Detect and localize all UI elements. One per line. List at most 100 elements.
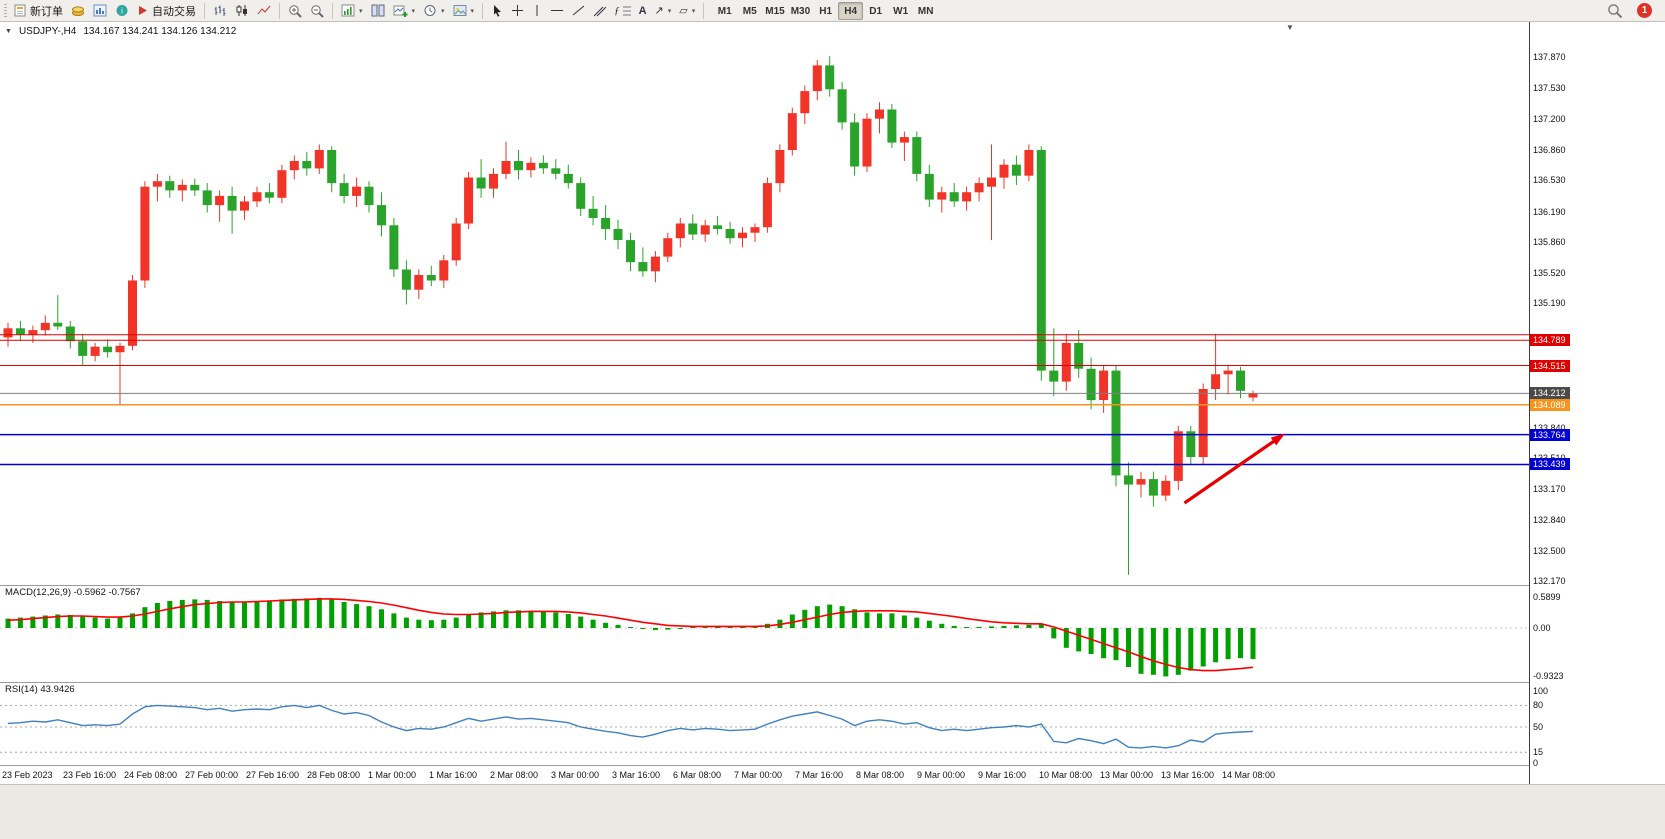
macd-indicator-label: MACD(12,26,9) -0.5962 -0.7567 <box>5 587 141 598</box>
timeframe-h1-button[interactable]: H1 <box>819 5 833 17</box>
chart-ohlc-values: 134.167 134.241 134.126 134.212 <box>83 26 237 37</box>
timeframe-w1-button[interactable]: W1 <box>893 5 909 17</box>
new-order-button[interactable]: 新订单 <box>10 1 67 21</box>
periods-button[interactable]: ▾ <box>419 1 449 21</box>
timeframe-d1-button[interactable]: D1 <box>869 5 883 17</box>
horizontal-line-icon <box>551 10 564 11</box>
dropdown-caret-icon: ▾ <box>359 7 363 15</box>
time-axis-separator <box>0 765 1569 766</box>
help-button[interactable]: i <box>111 1 133 21</box>
time-axis[interactable]: 23 Feb 2023 23 Feb 16:00 24 Feb 08:00 27 Fe… <box>0 766 1529 784</box>
fibonacci-button[interactable]: ƒ <box>610 1 635 21</box>
price-tick: 136.530 <box>1533 175 1566 186</box>
candlestick-chart-button[interactable] <box>231 1 253 21</box>
macd-signal-line <box>7 598 1254 672</box>
time-tick: 6 Mar 08:00 <box>673 770 722 780</box>
time-tick: 13 Mar 00:00 <box>1100 770 1154 780</box>
toolbar-separator <box>703 2 705 19</box>
dropdown-caret-icon: ▾ <box>667 7 672 15</box>
zoom-in-button[interactable] <box>284 1 306 21</box>
candlestick-chart-icon <box>236 5 247 16</box>
price-chart-canvas[interactable] <box>0 22 1529 585</box>
time-tick: 2 Mar 08:00 <box>490 770 539 780</box>
toolbar-grip[interactable] <box>4 3 7 18</box>
indicators-button[interactable]: ▾ <box>337 1 367 21</box>
main-toolbar: 新订单 i 自动交易 ▾ ▾ ▾ <box>0 0 1665 22</box>
collapse-indicator-icon[interactable]: ▼ <box>5 28 12 35</box>
macd-panel-canvas[interactable] <box>0 585 1529 682</box>
price-badge: 134.212 <box>1530 387 1570 400</box>
channel-button[interactable] <box>589 1 610 21</box>
timeframe-m1-button[interactable]: M1 <box>717 5 732 17</box>
chart-shift-marker[interactable]: ▼ <box>1286 23 1294 32</box>
candles-layer <box>3 56 1258 575</box>
bottom-strip <box>0 784 1665 839</box>
auto-trading-icon <box>139 6 147 15</box>
auto-trading-button[interactable]: 自动交易 <box>133 1 200 21</box>
macd-axis-tick: 0.5899 <box>1533 592 1561 603</box>
timeframe-group: M1 M5 M15 M30 H1 H4 D1 W1 MN <box>712 1 938 20</box>
rsi-axis-tick: 80 <box>1533 700 1544 711</box>
horizontal-line-button[interactable] <box>546 1 568 21</box>
arrow-annotation-head <box>1270 433 1285 446</box>
price-tick: 135.860 <box>1533 236 1566 247</box>
market-watch-icon <box>72 6 84 17</box>
tile-windows-button[interactable] <box>367 1 389 21</box>
line-chart-button[interactable] <box>253 1 275 21</box>
arrows-button[interactable]: ↗ ▾ <box>651 1 676 21</box>
crosshair-icon <box>512 5 524 16</box>
timeframe-m30-button[interactable]: M30 <box>790 5 811 17</box>
chart-header: ▼ USDJPY-,H4 134.167 134.241 134.126 134… <box>5 26 236 37</box>
timeframe-mn-button[interactable]: MN <box>917 5 934 17</box>
rsi-panel-canvas[interactable] <box>0 682 1529 765</box>
text-button[interactable]: A <box>635 1 651 21</box>
help-icon: i <box>116 5 128 16</box>
new-order-icon <box>14 4 26 17</box>
arrow-annotation[interactable] <box>1183 434 1283 505</box>
cursor-button[interactable] <box>487 1 507 21</box>
rsi-panel-separator[interactable] <box>0 682 1569 683</box>
chart-symbol-period: USDJPY-,H4 <box>18 26 77 37</box>
time-tick: 23 Feb 2023 <box>2 770 53 780</box>
shapes-button[interactable]: ▱ ▾ <box>675 1 699 21</box>
vertical-line-button[interactable] <box>528 1 546 21</box>
line-chart-icon <box>257 5 271 15</box>
timeframe-m15-button[interactable]: M15 <box>765 5 785 17</box>
time-tick: 1 Mar 00:00 <box>368 770 417 780</box>
price-axis[interactable]: 137.870 137.530 137.200 136.860 136.530 136.1… <box>1529 22 1570 784</box>
template-icon <box>453 5 467 16</box>
notification-badge[interactable]: 1 <box>1637 3 1652 18</box>
macd-histogram <box>5 597 1256 677</box>
timeframe-h4-button[interactable]: H4 <box>838 1 864 20</box>
dropdown-caret-icon: ▾ <box>470 7 475 15</box>
time-tick: 8 Mar 08:00 <box>856 770 905 780</box>
price-tick: 137.200 <box>1533 113 1566 124</box>
price-tick: 132.170 <box>1533 576 1566 587</box>
new-chart-button[interactable]: ▾ <box>389 1 420 21</box>
auto-trading-label: 自动交易 <box>152 5 196 18</box>
crosshair-button[interactable] <box>507 1 528 21</box>
time-tick: 27 Feb 00:00 <box>185 770 239 780</box>
bar-chart-button[interactable] <box>209 1 231 21</box>
zoom-in-icon <box>289 4 302 18</box>
tile-windows-icon <box>371 4 385 17</box>
price-tick: 136.190 <box>1533 206 1566 217</box>
market-watch-button[interactable] <box>67 1 89 21</box>
indicators-icon <box>341 4 355 17</box>
time-tick: 7 Mar 16:00 <box>795 770 844 780</box>
timeframe-m5-button[interactable]: M5 <box>742 5 757 17</box>
arrow-tool-icon: ↗ <box>654 4 664 17</box>
data-window-button[interactable] <box>89 1 111 21</box>
macd-panel-separator[interactable] <box>0 585 1569 586</box>
cursor-icon <box>494 5 502 17</box>
time-tick: 9 Mar 00:00 <box>917 770 966 780</box>
rsi-axis-tick: 15 <box>1533 747 1544 758</box>
rsi-indicator-label: RSI(14) 43.9426 <box>5 684 75 695</box>
zoom-out-button[interactable] <box>306 1 328 21</box>
templates-button[interactable]: ▾ <box>449 1 479 21</box>
search-icon[interactable] <box>1607 3 1623 19</box>
price-tick: 135.520 <box>1533 268 1566 279</box>
rsi-axis-tick: 100 <box>1533 686 1549 696</box>
trendline-button[interactable] <box>568 1 589 21</box>
